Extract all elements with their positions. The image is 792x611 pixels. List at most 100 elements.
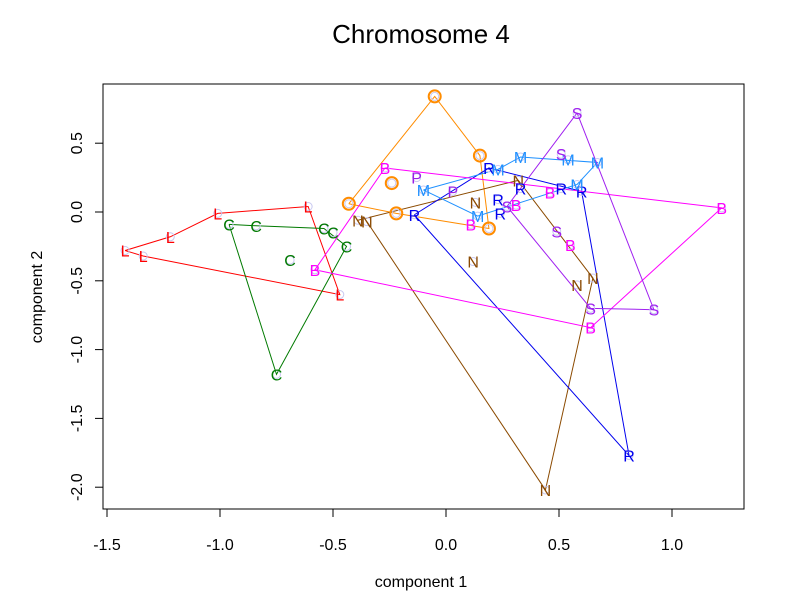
point-marker [319,224,329,234]
point-marker [342,241,352,251]
point-S: S [556,147,567,164]
point-marker [473,211,483,221]
point-marker [165,232,175,242]
point-marker [251,221,261,231]
point-O [427,89,442,104]
point-B: B [511,198,522,215]
point-S: S [551,224,562,241]
series-line-N [357,179,594,492]
point-marker [412,173,422,183]
point-marker [572,179,582,189]
point-marker [418,185,428,195]
point-C: C [271,367,283,384]
point-marker [285,255,295,265]
x-tick-label: 0.0 [435,537,457,554]
point-marker [409,210,419,220]
point-M: M [570,177,583,194]
point-marker [224,219,234,229]
point-B: B [565,238,576,255]
point-M: M [591,155,604,172]
point-marker [470,197,480,207]
point-marker [310,265,320,275]
point-marker [516,152,526,162]
point-marker [588,273,598,283]
point-O [472,148,487,163]
point-S: S [649,303,660,320]
point-marker [344,199,354,209]
point-marker [495,208,505,218]
point-marker [493,195,503,205]
point-marker [540,485,550,495]
point-R: R [623,449,635,466]
y-tick-label: -0.5 [69,267,86,295]
point-S: S [572,106,583,123]
point-O [341,196,356,211]
point-marker [391,208,401,218]
y-tick-label: -1.5 [69,405,86,433]
y-axis-label: component 2 [29,251,46,344]
point-R: R [483,161,495,178]
x-tick-label: 0.5 [548,537,570,554]
point-L: L [121,244,130,261]
point-N: N [352,213,364,230]
point-marker [513,175,523,185]
point-marker [563,155,573,165]
point-marker [353,215,363,225]
chart-title: Chromosome 4 [332,19,510,49]
x-tick-label: -1.5 [93,537,121,554]
point-O [389,206,404,221]
point-marker [545,188,555,198]
point-R: R [492,193,504,210]
point-N: N [361,215,373,232]
point-marker [484,163,494,173]
point-L: L [213,206,222,223]
point-marker [328,228,338,238]
y-tick-label: 0.0 [69,201,86,223]
series-line-R [413,167,630,458]
point-C: C [250,219,262,236]
point-marker [649,305,659,315]
point-N: N [513,173,525,190]
y-tick-label: -1.0 [69,336,86,364]
point-P: P [411,171,422,188]
point-N: N [587,271,599,288]
plot-frame [102,83,745,510]
point-marker [448,186,458,196]
point-C: C [341,239,353,256]
point-marker [516,184,526,194]
y-tick-label: 0.5 [69,132,86,154]
point-marker [466,219,476,229]
point-N: N [571,278,583,295]
y-tick-label: -2.0 [69,473,86,501]
x-axis-label: component 1 [375,574,468,591]
point-marker [586,323,596,333]
point-marker [552,226,562,236]
point-marker [475,151,485,161]
point-B: B [545,186,556,203]
point-marker [120,246,130,256]
series-line-S [506,112,655,311]
point-marker [572,280,582,290]
point-B: B [380,161,391,178]
point-M: M [417,183,430,200]
point-L: L [166,230,175,247]
point-marker [272,369,281,379]
series-line-C [228,223,348,376]
point-C: C [223,217,235,234]
point-marker [502,201,512,211]
x-tick-label: -0.5 [319,537,347,554]
series-line-M [423,156,599,217]
point-L: L [304,199,313,216]
point-marker [468,257,478,267]
point-marker [213,208,223,218]
y-axis: 0.5 0.0 -0.5 -1.0 -1.5 -2.0 [69,132,103,501]
point-marker [556,149,566,159]
x-tick-label: -1.0 [206,537,234,554]
point-B: B [466,217,477,234]
series-line-L [124,205,341,296]
point-marker [717,203,727,213]
point-S: S [502,199,513,216]
point-B: B [716,201,727,218]
